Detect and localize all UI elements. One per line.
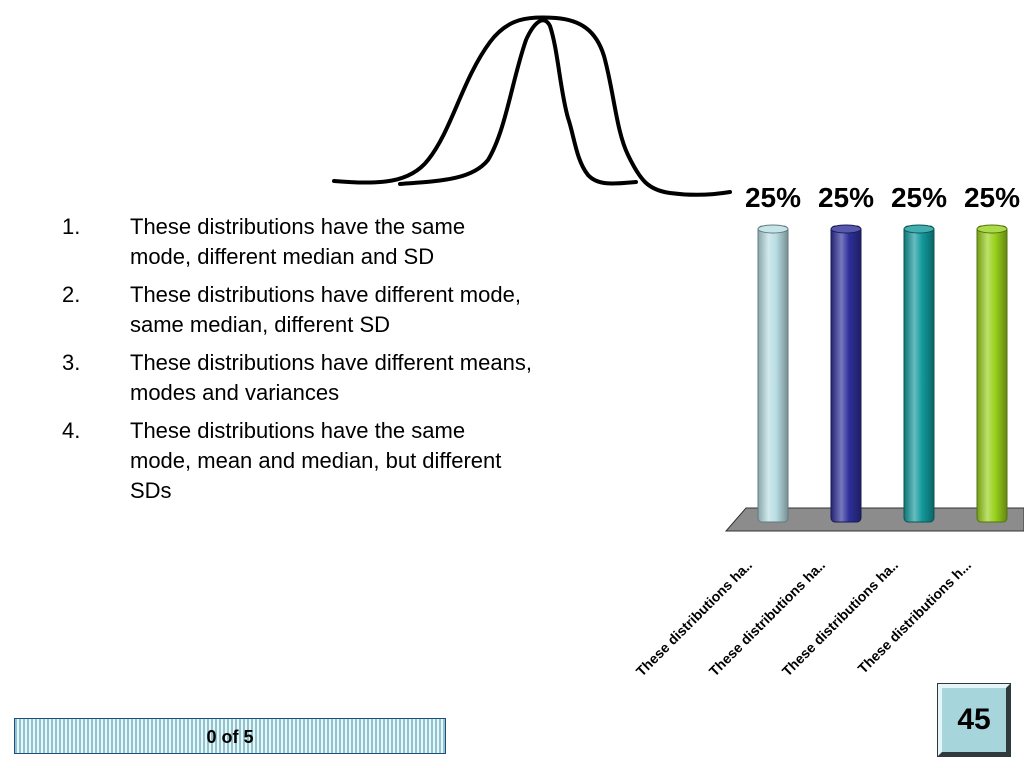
answer-option-4[interactable]: 4. These distributions have the same mod… xyxy=(62,416,532,506)
chart-value-label: 25% xyxy=(891,182,947,213)
chart-bar-top xyxy=(976,224,1008,234)
chart-value-label: 25% xyxy=(818,182,874,213)
chart-bar xyxy=(757,225,789,523)
answer-option-2[interactable]: 2. These distributions have different mo… xyxy=(62,280,532,340)
answer-list: 1. These distributions have the same mod… xyxy=(62,212,532,514)
chart-bar xyxy=(830,225,862,523)
narrow-distribution-curve xyxy=(398,18,638,186)
progress-label: 0 of 5 xyxy=(206,727,254,747)
chart-value-label: 25% xyxy=(745,182,801,213)
chart-value-labels: 25% 25% 25% 25% xyxy=(745,182,1020,213)
chart-category-label: These distributions ha.. xyxy=(633,557,755,679)
answer-number: 2. xyxy=(62,282,81,307)
response-bar-chart: 25% 25% 25% 25% These distributions ha..The… xyxy=(633,182,1024,679)
chart-floor xyxy=(724,507,1024,532)
chart-bar-top xyxy=(830,224,862,234)
wide-distribution-curve xyxy=(332,15,732,197)
chart-bar-top xyxy=(903,224,935,234)
answer-text: These distributions have the same mode, … xyxy=(130,418,502,503)
chart-bar xyxy=(903,225,935,523)
answer-text: These distributions have the same mode, … xyxy=(130,214,466,269)
answer-text: These distributions have different mode,… xyxy=(130,282,521,337)
answer-number: 4. xyxy=(62,418,81,443)
chart-value-label: 25% xyxy=(964,182,1020,213)
chart-bars xyxy=(757,224,1008,523)
chart-bar xyxy=(976,225,1008,523)
distribution-curves-illustration xyxy=(332,15,732,197)
answer-option-3[interactable]: 3. These distributions have different me… xyxy=(62,348,532,408)
answer-text: These distributions have different means… xyxy=(130,350,532,405)
chart-bar-top xyxy=(757,224,789,234)
response-progress-bar: 0 of 5 xyxy=(14,718,446,754)
chart-category-labels: These distributions ha..These distributi… xyxy=(633,557,974,679)
answer-number: 3. xyxy=(62,350,81,375)
answer-option-1[interactable]: 1. These distributions have the same mod… xyxy=(62,212,532,272)
answer-number: 1. xyxy=(62,214,81,239)
countdown-counter: 45 xyxy=(938,684,1010,756)
